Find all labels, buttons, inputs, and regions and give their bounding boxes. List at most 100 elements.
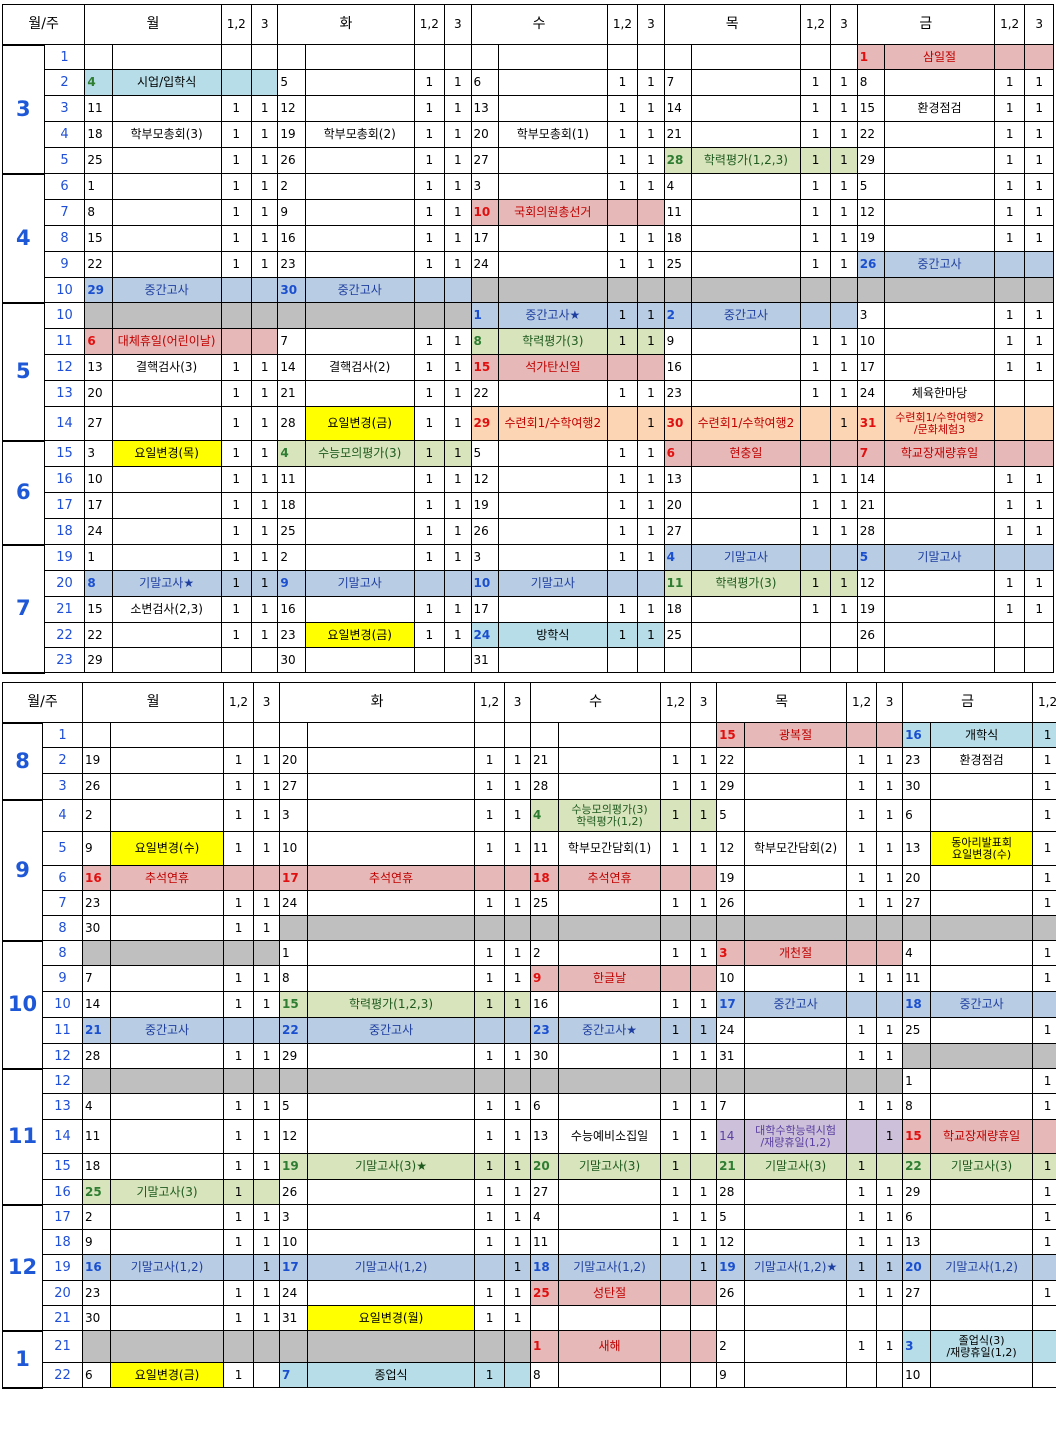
week-number: 19 [43,544,86,571]
period-3-count: 1 [1024,69,1054,96]
date-cell: 5 [716,1204,746,1230]
event-cell [691,251,801,278]
event-cell: 학력평가(1,2,3) [691,147,801,174]
date-cell: 5 [856,173,886,200]
period-12-count [799,440,832,467]
period-3-count: 1 [830,225,858,252]
event-cell [110,1043,225,1069]
event-cell [307,1280,476,1306]
period-12-count [220,277,252,303]
event-cell: 환경점검 [930,747,1034,774]
event-cell [558,940,662,966]
week-number: 13 [41,1093,84,1120]
event-cell [691,173,801,200]
event-cell [497,95,608,122]
period-12-count: 1 [846,965,878,992]
period-3-count [690,1330,718,1363]
event-cell [497,277,608,303]
period-12-count [660,1068,692,1094]
period-12-count: 1 [1032,773,1056,800]
event-cell: 학부모간담회(2) [744,831,848,866]
period-3-count [690,965,718,992]
month-label: 4 [2,172,45,304]
date-cell: 21 [277,380,306,407]
event-cell: 요일변경(수) [110,831,225,866]
date-cell: 7 [277,328,306,355]
period-12-count: 1 [223,1362,255,1388]
date-cell: 8 [470,328,499,355]
date-cell: 30 [663,406,693,441]
date-cell: 3 [470,544,499,571]
date-cell [470,44,499,70]
date-cell: 18 [82,1153,112,1180]
period-12-count [413,570,446,597]
period-12-count: 1 [474,799,506,832]
period-3-count [250,69,279,96]
period-12-count: 1 [474,1204,506,1230]
period-3-count [876,940,904,966]
header-day-3: 목 [716,682,848,723]
event-cell: 요일변경(금) [304,622,415,648]
date-cell: 25 [663,622,693,648]
period-3-count: 1 [690,831,718,866]
week-number: 11 [43,328,86,355]
period-3-count: 1 [637,380,665,407]
event-cell [497,596,608,623]
period-12-count: 1 [993,596,1026,623]
week-number: 1 [43,44,86,70]
period-3-count: 1 [253,1204,281,1230]
week-number: 10 [41,991,84,1018]
event-cell [110,1330,225,1363]
header-col-12: 1,2 [474,682,506,723]
event-cell [304,251,415,278]
period-3-count [250,44,279,70]
period-12-count: 1 [1032,1229,1056,1255]
period-12-count: 1 [606,622,639,648]
date-cell: 12 [716,1229,746,1255]
period-12-count: 1 [846,831,878,866]
date-cell: 18 [277,492,306,519]
period-3-count: 1 [690,1254,718,1281]
date-cell: 13 [84,354,113,381]
event-cell [884,466,995,493]
event-cell [744,747,848,774]
date-cell: 15 [84,225,113,252]
week-number: 14 [43,406,86,441]
period-12-count [993,251,1026,278]
event-cell [497,647,608,673]
period-3-count [690,1305,718,1331]
date-cell: 14 [856,466,886,493]
date-cell: 26 [716,1280,746,1306]
week-number: 21 [41,1305,84,1331]
period-3-count: 1 [250,121,279,148]
period-12-count [606,570,639,597]
period-3-count: 1 [444,492,472,519]
week-number: 23 [43,647,86,673]
event-cell [307,799,476,832]
date-cell: 3 [902,1330,932,1363]
date-cell: 14 [82,991,112,1018]
event-cell [497,440,608,467]
week-number: 8 [41,940,84,966]
date-cell: 11 [530,831,560,866]
event-cell [111,406,222,441]
period-12-count: 1 [413,596,446,623]
event-cell [304,199,415,226]
period-3-count [876,1362,904,1388]
event-cell [111,647,222,673]
period-12-count: 1 [993,69,1026,96]
date-cell: 26 [716,890,746,916]
date-cell: 1 [856,44,886,70]
period-3-count: 1 [444,622,472,648]
event-cell [930,940,1034,966]
period-12-count: 1 [993,225,1026,252]
header-col-3: 3 [637,4,665,45]
event-cell [884,328,995,355]
period-12-count: 1 [660,890,692,916]
date-cell: 9 [277,199,306,226]
period-3-count [504,1330,532,1363]
event-cell: 중간고사 [884,251,995,278]
period-3-count: 1 [250,95,279,122]
week-number: 13 [43,380,86,407]
period-12-count: 1 [660,1179,692,1205]
